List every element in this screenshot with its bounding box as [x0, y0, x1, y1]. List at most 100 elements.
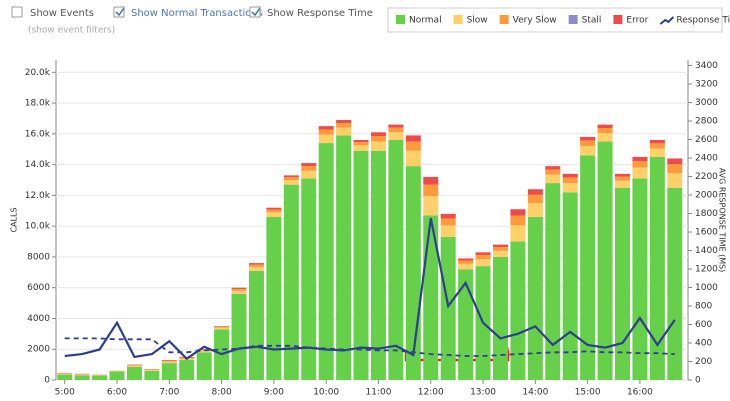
bar-segment — [126, 365, 142, 366]
x-tick-label: 13:00 — [470, 388, 496, 398]
y2-tick-label: 600 — [695, 320, 712, 330]
bar-segment — [649, 143, 665, 149]
bar-segment — [266, 207, 282, 210]
bar-segment — [126, 366, 142, 380]
bar-segment — [161, 363, 177, 380]
bar-segment — [614, 173, 630, 177]
y2-tick-label: 2600 — [695, 135, 718, 145]
bar-segment — [283, 175, 299, 178]
bar-segment — [388, 127, 404, 133]
x-tick-label: 10:00 — [313, 388, 339, 398]
checkbox[interactable] — [11, 6, 23, 18]
bar-segment — [562, 173, 578, 178]
bar-segment — [475, 252, 491, 256]
bar-segment — [458, 269, 474, 380]
bar-segment — [492, 247, 508, 251]
y2-tick-label: 1000 — [695, 283, 718, 293]
bar-segment — [301, 163, 317, 167]
y2-tick-label: 2200 — [695, 172, 718, 182]
y2-tick-label: 3200 — [695, 80, 718, 90]
legend-line — [659, 16, 675, 25]
bar-segment — [196, 349, 212, 350]
bar-segment — [510, 215, 526, 226]
bar-segment — [614, 180, 630, 188]
bar-segment — [632, 167, 648, 179]
response-line — [64, 217, 676, 361]
bar-segment — [109, 371, 125, 380]
bar-segment — [353, 145, 369, 151]
bar-segment — [301, 178, 317, 380]
bar-segment — [196, 349, 212, 351]
legend-label: Very Slow — [513, 16, 557, 26]
bar-segment — [283, 180, 299, 185]
bar-segment — [318, 129, 334, 135]
bar-segment — [231, 287, 247, 289]
x-tick-label: 7:00 — [159, 388, 179, 398]
y2-tick-label: 400 — [695, 339, 712, 349]
bar-segment — [667, 158, 683, 165]
y2-tick-label: 800 — [695, 302, 712, 312]
bar-segment — [196, 350, 212, 353]
y-tick-label: 16.0k — [25, 129, 51, 139]
y2-tick-label: 1600 — [695, 228, 718, 238]
bar-segment — [510, 209, 526, 216]
bar-segment — [632, 161, 648, 168]
bar-segment — [423, 196, 439, 216]
bar-segment — [667, 173, 683, 188]
y-tick-label: 0 — [44, 376, 50, 386]
bar-segment — [283, 184, 299, 380]
bar-segment — [370, 150, 386, 380]
bar-segment — [458, 260, 474, 264]
bar-segment — [370, 132, 386, 136]
legend-swatch — [568, 15, 578, 24]
bar-segment — [161, 361, 177, 364]
bar-segment — [388, 124, 404, 128]
bar-segment — [353, 142, 369, 146]
bar-segment — [353, 150, 369, 380]
link[interactable]: (show event filters) — [28, 26, 115, 36]
checkbox-label[interactable]: Show Normal Transactions — [131, 8, 263, 19]
checkbox[interactable] — [249, 6, 261, 18]
y-tick-label: 20.0k — [25, 68, 51, 78]
x-tick-label: 14:00 — [522, 388, 548, 398]
bar-segment — [423, 215, 439, 380]
legend-label: Error — [626, 16, 648, 26]
y-tick-label: 10.0k — [25, 222, 51, 232]
bar-segment — [301, 166, 317, 171]
bar-segment — [492, 244, 508, 248]
y-tick-label: 8000 — [27, 252, 50, 262]
bar-segment — [144, 370, 160, 380]
y2-tick-label: 2400 — [695, 154, 718, 164]
bar-segment — [144, 370, 160, 371]
bar-segment — [580, 155, 596, 380]
checkbox[interactable] — [113, 6, 125, 18]
y2-tick-label: 1800 — [695, 209, 718, 219]
bar-segment — [545, 183, 561, 380]
bar-segment — [597, 124, 613, 128]
bar-segment — [318, 143, 334, 380]
y-axis-label: CALLS — [10, 207, 19, 232]
bar-segment — [440, 213, 456, 219]
bar-segment — [440, 218, 456, 226]
bar-segment — [231, 288, 247, 291]
bar-segment — [580, 136, 596, 141]
bar-segment — [405, 150, 421, 167]
bar-segment — [527, 189, 543, 195]
x-tick-label: 5:00 — [55, 388, 75, 398]
bar-segment — [597, 128, 613, 134]
checkbox-label[interactable]: Show Events — [30, 8, 94, 19]
y-tick-label: 2000 — [27, 345, 50, 355]
legend-label: Slow — [467, 16, 488, 26]
checkbox-label[interactable]: Show Response Time — [267, 8, 373, 19]
bar-segment — [92, 375, 108, 380]
x-tick-label: 8:00 — [211, 388, 231, 398]
bar-segment — [405, 141, 421, 151]
y-tick-label: 12.0k — [25, 191, 51, 201]
bar-segment — [614, 176, 630, 181]
bar-segment — [667, 187, 683, 380]
legend-label: Stall — [582, 16, 602, 26]
bar-segment — [667, 164, 683, 174]
x-tick-label: 15:00 — [575, 388, 601, 398]
bar-segment — [196, 352, 212, 380]
